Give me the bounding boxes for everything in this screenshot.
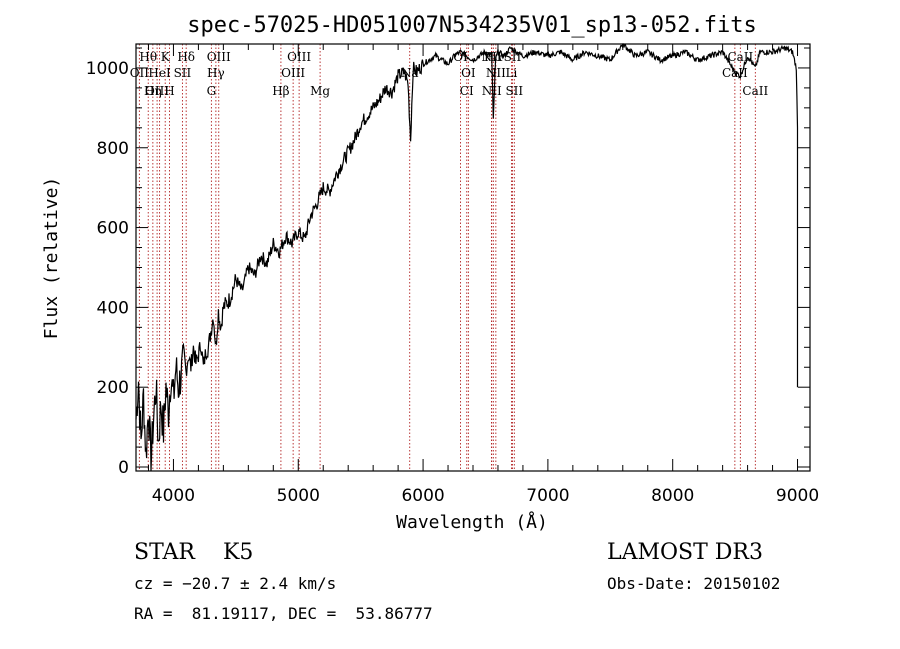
line-label: OIII: [287, 50, 311, 64]
line-label: CaII: [742, 84, 768, 98]
y-tick-label: 0: [118, 458, 129, 478]
line-label: HeI: [148, 66, 171, 80]
line-label: CaII: [727, 50, 753, 64]
line-label: Hη: [144, 84, 162, 98]
line-label: Hδ: [177, 50, 195, 64]
coordinates: RA = 81.19117, DEC = 53.86777: [134, 604, 433, 623]
line-label: NII: [482, 84, 502, 98]
line-label: OIII: [145, 84, 169, 98]
line-label: OIII: [281, 66, 305, 80]
line-label: OII: [130, 66, 150, 80]
x-tick-label: 4000: [152, 486, 195, 506]
line-label: OIII: [207, 50, 231, 64]
spectrum-trace: [135, 43, 799, 472]
line-label: Hγ: [207, 66, 225, 80]
y-tick-label: 800: [97, 139, 129, 159]
line-label: CI: [460, 84, 474, 98]
redshift-value: cz = −20.7 ± 2.4 km/s: [134, 574, 337, 593]
x-tick-label: 5000: [277, 486, 320, 506]
line-label: Hβ: [272, 84, 289, 98]
x-tick-label: 7000: [526, 486, 569, 506]
x-axis-label: Wavelength (Å): [396, 511, 548, 533]
survey-name: LAMOST DR3: [607, 540, 763, 565]
line-label: SII: [505, 84, 523, 98]
object-class: STAR K5: [134, 540, 254, 565]
line-label: NII: [486, 66, 506, 80]
y-axis-label: Flux (relative): [41, 177, 62, 340]
x-tick-label: 8000: [651, 486, 694, 506]
spectral-line-markers: [138, 44, 756, 471]
y-tick-label: 400: [97, 298, 129, 318]
plot-frame: [135, 43, 811, 472]
line-label: Hθ: [139, 50, 157, 64]
axis-ticks: 4000 5000 6000 7000 8000 9000 0 200 400 600 800 100…: [86, 44, 819, 506]
y-tick-label: 1000: [86, 59, 129, 79]
line-label: SII: [174, 66, 192, 80]
x-tick-label: 6000: [401, 486, 444, 506]
line-label: K: [161, 50, 171, 64]
line-label: H: [164, 84, 174, 98]
line-label: Mg: [310, 84, 330, 98]
line-label: OI: [461, 66, 476, 80]
line-label: G: [207, 84, 217, 98]
y-tick-label: 200: [97, 378, 129, 398]
y-tick-label: 600: [97, 219, 129, 239]
line-label: Li: [506, 66, 518, 80]
x-tick-label: 9000: [776, 486, 819, 506]
chart-title: spec-57025-HD051007N534235V01_sp13-052.f…: [187, 13, 757, 38]
obs-date: Obs-Date: 20150102: [607, 574, 781, 593]
